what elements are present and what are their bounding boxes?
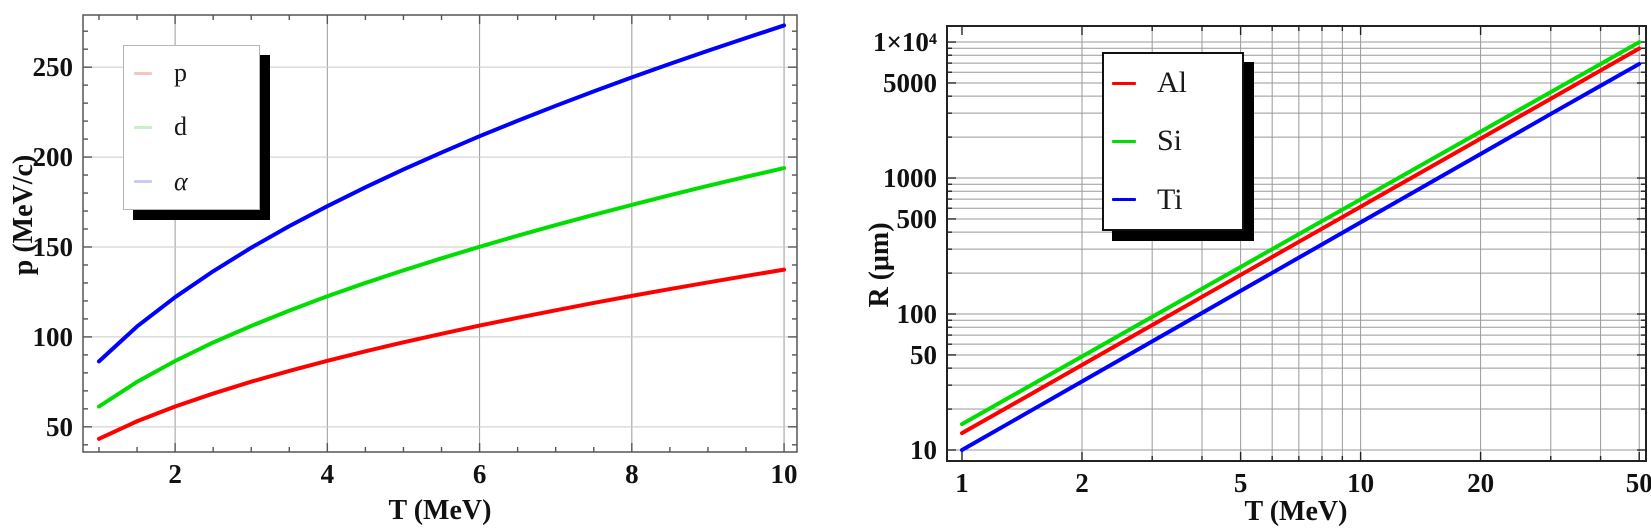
- legend-label-p: p: [174, 58, 187, 88]
- range-chart: 1 2 5 10 20 50 10 50 100 500 1000 5000 1×10⁴ R (μm) …: [810, 0, 1651, 532]
- range-chart-x-axis-label: T (MeV): [1244, 496, 1348, 527]
- range-chart-canvas: 1 2 5 10 20 50 10 50 100 500 1000 5000 1×10⁴: [873, 25, 1651, 498]
- momentum-chart: 2 4 6 8 10 50 100 150 200 250 p (MeV/c) T (MeV) p…: [0, 0, 810, 532]
- plot-frame: [82, 14, 798, 453]
- series-line-α: [96, 23, 787, 364]
- si-line-swatch: [1112, 139, 1136, 143]
- legend-item-al: Al: [1112, 66, 1242, 100]
- al-line-swatch: [1112, 81, 1136, 85]
- x-tick-label: 20: [1467, 468, 1494, 498]
- series-line-p: [96, 267, 787, 441]
- legend-item-alpha: α: [134, 167, 259, 197]
- y-tick-label: 100: [897, 299, 938, 329]
- alpha-line-swatch: [134, 180, 152, 184]
- legend-label-ti: Ti: [1157, 182, 1183, 216]
- y-tick-label: 200: [33, 142, 74, 172]
- legend-label-alpha: α: [174, 166, 188, 196]
- y-tick-label: 10: [910, 435, 937, 465]
- legend-item-si: Si: [1112, 124, 1242, 158]
- p-line-swatch: [134, 71, 152, 75]
- d-line-swatch: [134, 125, 152, 129]
- momentum-chart-x-axis-label: T (MeV): [388, 495, 492, 526]
- series-line-Al: [960, 46, 1642, 436]
- range-chart-legend: Al Si Ti: [1102, 52, 1244, 231]
- x-tick-label: 8: [625, 459, 639, 489]
- legend-label-d: d: [174, 112, 187, 142]
- momentum-chart-legend: p d α: [123, 45, 260, 210]
- x-tick-label: 5: [1234, 468, 1248, 498]
- y-tick-label: 50: [46, 412, 73, 442]
- y-tick-label: 250: [33, 52, 74, 82]
- legend-label-si: Si: [1157, 124, 1183, 158]
- series-line-Si: [960, 40, 1642, 427]
- legend-item-ti: Ti: [1112, 183, 1242, 217]
- ti-line-swatch: [1112, 198, 1136, 202]
- y-tick-label: 1000: [883, 163, 937, 193]
- y-tick-label: 1×10⁴: [873, 27, 937, 57]
- x-tick-label: 6: [473, 459, 487, 489]
- y-tick-label: 500: [897, 204, 938, 234]
- range-chart-y-axis-label: R (μm): [864, 222, 895, 308]
- legend-item-d: d: [134, 112, 259, 142]
- x-tick-label: 1: [955, 468, 969, 498]
- series-line-Ti: [960, 61, 1642, 452]
- x-tick-label: 50: [1626, 468, 1651, 498]
- x-tick-label: 4: [321, 459, 335, 489]
- x-tick-label: 10: [1347, 468, 1374, 498]
- y-tick-label: 150: [33, 232, 74, 262]
- y-tick-label: 5000: [883, 68, 937, 98]
- plot-frame: [946, 25, 1647, 462]
- series-line-d: [96, 166, 787, 409]
- legend-label-al: Al: [1157, 66, 1187, 100]
- x-tick-label: 10: [771, 459, 798, 489]
- y-tick-label: 100: [33, 322, 74, 352]
- y-tick-label: 50: [910, 340, 937, 370]
- x-tick-label: 2: [168, 459, 182, 489]
- x-tick-label: 2: [1075, 468, 1089, 498]
- momentum-chart-y-axis-label: p (MeV/c): [8, 154, 39, 276]
- legend-item-p: p: [134, 58, 259, 88]
- momentum-chart-canvas: 2 4 6 8 10 50 100 150 200 250: [33, 14, 798, 489]
